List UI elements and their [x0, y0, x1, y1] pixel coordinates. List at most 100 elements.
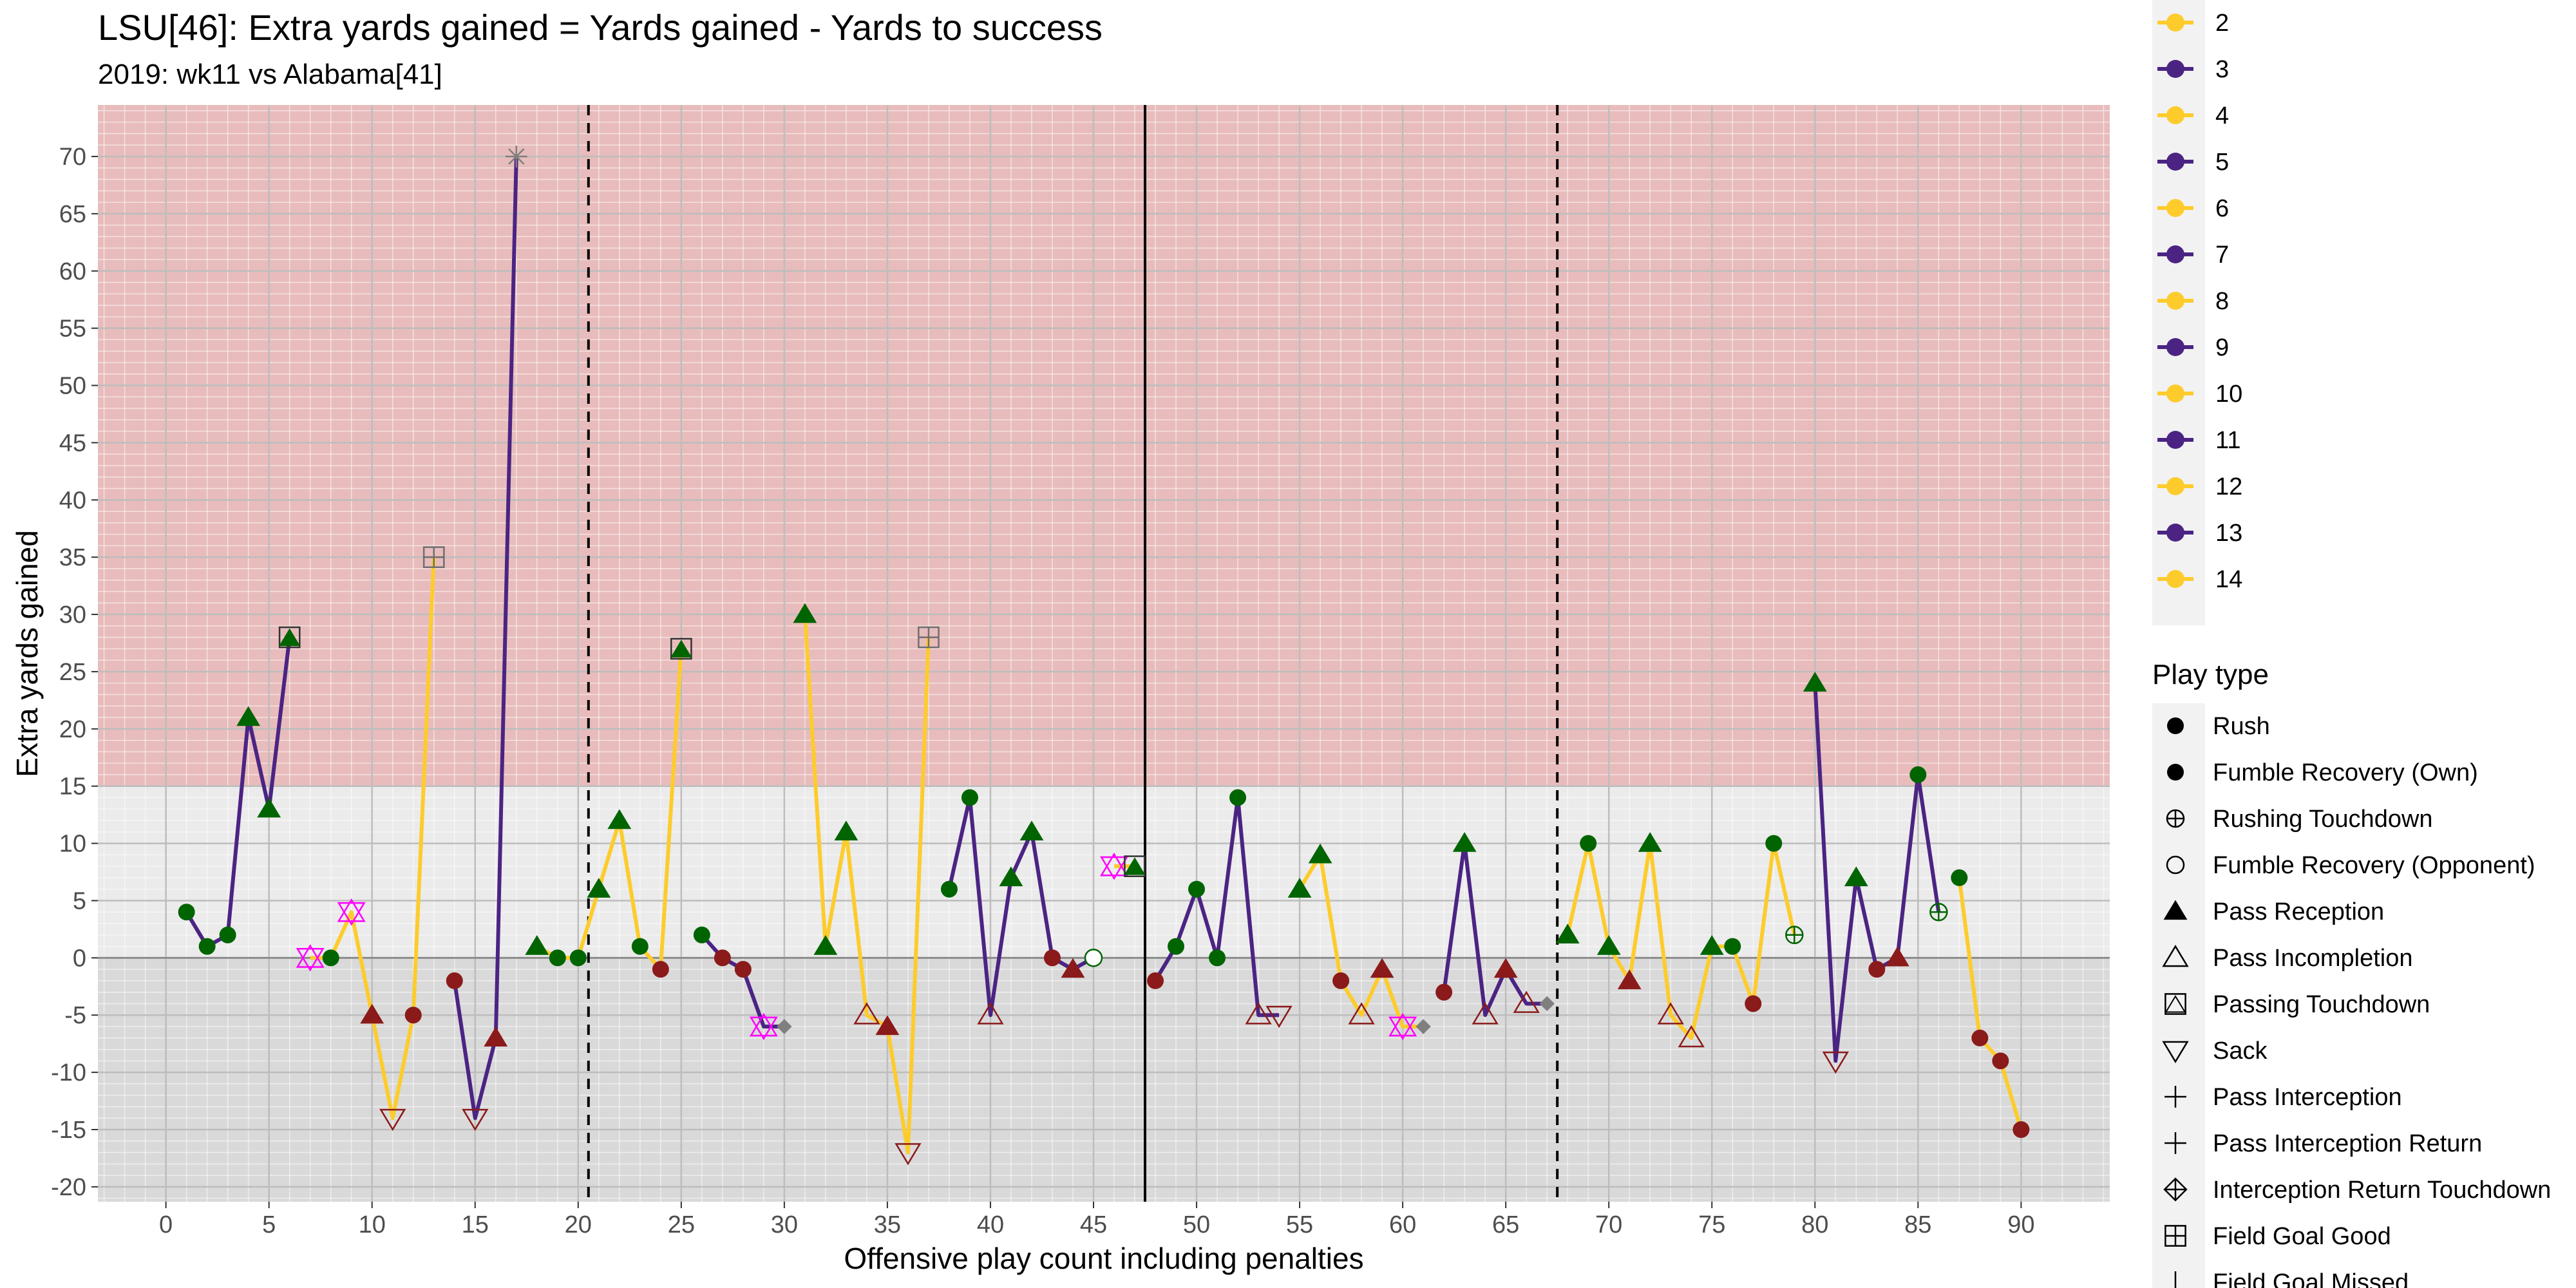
drive-legend-key-dot [2166, 431, 2184, 449]
x-tick-label: 20 [565, 1211, 592, 1238]
drive-legend-key-dot [2166, 245, 2184, 263]
pass-reception-marker [1885, 946, 1909, 967]
rush-marker [1147, 972, 1164, 989]
data-point [1265, 1005, 1293, 1028]
drive-legend-label: 3 [2215, 56, 2229, 83]
data-point [278, 626, 301, 649]
pass-reception-marker [1596, 935, 1621, 955]
drive-line [1442, 841, 1548, 1018]
rush-marker [446, 972, 463, 989]
x-tick-label: 35 [874, 1211, 901, 1238]
penalty-marker [1100, 852, 1129, 876]
penalty-marker [749, 1016, 778, 1041]
play-type-legend-key [2164, 1225, 2186, 1247]
fumble-recovery-opponent-marker [2166, 855, 2185, 875]
data-point [918, 626, 940, 649]
data-point [569, 949, 587, 967]
chart-title: LSU[46]: Extra yards gained = Yards gain… [98, 7, 1103, 48]
penalty-marker [1100, 856, 1129, 880]
data-point [1785, 925, 1804, 945]
y-tick-label: 70 [59, 144, 86, 171]
kneel-marker [1416, 1019, 1431, 1034]
data-point [1043, 949, 1061, 967]
y-tick-label: -10 [51, 1059, 86, 1086]
pass-reception-marker [1844, 866, 1868, 887]
sack-marker [1265, 1005, 1293, 1028]
rush-marker [1971, 1029, 1989, 1046]
data-point [1596, 935, 1621, 955]
pass-reception-marker [813, 935, 838, 955]
data-point [1657, 1002, 1684, 1025]
data-point [1580, 835, 1597, 852]
rush-marker [322, 949, 339, 967]
rush-marker [549, 949, 566, 967]
rush-marker [1043, 949, 1061, 967]
play-type-legend-label: Field Goal Missed [2213, 1269, 2409, 1288]
data-point [505, 146, 527, 167]
y-tick-label: 60 [59, 258, 86, 285]
fumble-recovery-opponent-marker [1084, 949, 1103, 967]
x-tick-label: 50 [1183, 1211, 1210, 1238]
data-point [1765, 835, 1783, 852]
data-point [1370, 958, 1394, 978]
x-tick-label: 60 [1389, 1211, 1416, 1238]
x-tick-label: 55 [1286, 1211, 1313, 1238]
data-point [1724, 938, 1741, 955]
chart-subtitle: 2019: wk11 vs Alabama[41] [98, 59, 442, 90]
drive-legend-label: 14 [2215, 566, 2242, 593]
play-type-legend-label: Rush [2213, 713, 2270, 740]
play-type-legend-key [2164, 1132, 2186, 1154]
penalty-marker [1388, 1016, 1417, 1041]
success-zone [98, 105, 2110, 786]
pass-reception-marker [1370, 958, 1394, 978]
drive-legend-keys-bg [2152, 0, 2205, 625]
data-point [813, 935, 838, 955]
pass-incompletion-marker [977, 1002, 1004, 1025]
drive-legend-key-dot [2166, 199, 2184, 217]
data-point [895, 1143, 922, 1166]
rush-marker [1868, 961, 1886, 978]
rush-marker [1188, 880, 1206, 898]
rush-marker [2167, 764, 2184, 781]
pass-reception-marker [875, 1015, 900, 1036]
data-point [219, 926, 236, 943]
data-point [1388, 1012, 1417, 1041]
data-point [1229, 789, 1247, 806]
data-point [1638, 832, 1662, 852]
pass-reception-marker [1803, 672, 1827, 692]
drive-legend-label: 9 [2215, 334, 2229, 361]
pass-reception-marker [834, 820, 858, 840]
pass-incompletion-marker [1678, 1025, 1705, 1048]
play-type-legend-key [2164, 1086, 2186, 1108]
data-point [749, 1012, 778, 1041]
x-tick-label: 40 [977, 1211, 1004, 1238]
rush-marker [734, 961, 752, 978]
data-point [549, 949, 566, 967]
rush-marker [569, 949, 587, 967]
data-point [2012, 1121, 2030, 1139]
pass-reception-marker [484, 1027, 508, 1046]
data-point [379, 1108, 406, 1132]
drive-legend-label: 2 [2215, 10, 2229, 37]
rush-marker [2167, 717, 2184, 734]
data-point [484, 1027, 508, 1046]
data-point [652, 961, 669, 978]
punt-marker [508, 148, 525, 165]
y-tick-label: 50 [59, 373, 86, 400]
play-type-legend-label: Interception Return Touchdown [2213, 1177, 2551, 1204]
play-type-legend-key [2163, 900, 2188, 920]
drive-legend-key-dot [2166, 292, 2184, 310]
rush-marker [404, 1007, 422, 1024]
data-point [1472, 1002, 1499, 1025]
data-point [834, 820, 858, 840]
rush-marker [1435, 983, 1453, 1001]
rush-marker [961, 789, 978, 806]
x-tick-label: 45 [1080, 1211, 1107, 1238]
data-point [1452, 832, 1477, 852]
y-tick-label: -5 [64, 1002, 86, 1029]
drive-line [1957, 877, 2023, 1130]
y-tick-label: 20 [59, 716, 86, 743]
drive-legend-label: 13 [2215, 520, 2242, 547]
data-point [236, 706, 261, 726]
